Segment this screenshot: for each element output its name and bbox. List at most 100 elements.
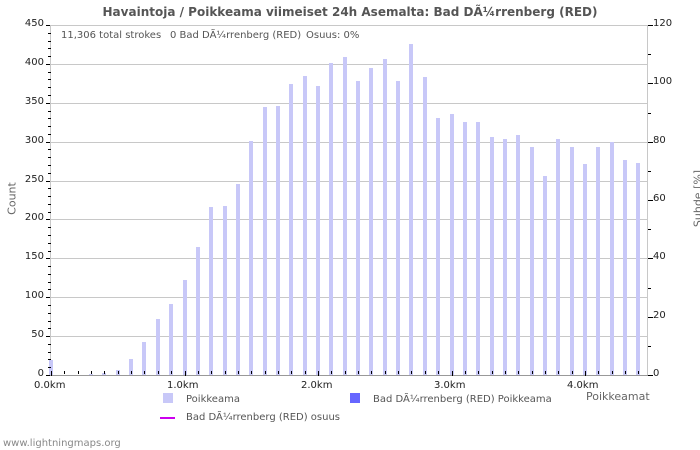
gridline (50, 25, 648, 26)
legend-label-poikkeama: Poikkeama (186, 394, 240, 405)
tick-mark (48, 274, 51, 275)
tick-mark (48, 289, 51, 290)
tick-mark (171, 371, 172, 374)
x-tick-label: 0.0km (34, 380, 65, 391)
tick-mark (345, 371, 346, 374)
tick-mark (251, 371, 252, 374)
tick-mark (385, 371, 386, 374)
bar (516, 135, 520, 375)
bar (409, 44, 413, 375)
tick-mark (48, 41, 51, 42)
tick-mark (48, 95, 51, 96)
bar (169, 304, 173, 375)
bar (329, 63, 333, 375)
tick-mark (46, 103, 50, 104)
y-tick-label: 150 (25, 251, 44, 262)
tick-mark (46, 64, 50, 65)
tick-mark (48, 251, 51, 252)
tick-mark (48, 321, 51, 322)
tick-mark (398, 371, 399, 374)
y-tick-label: 100 (25, 290, 44, 301)
tick-mark (48, 235, 51, 236)
bar (223, 206, 227, 375)
tick-mark (48, 243, 51, 244)
chart-title: Havaintoja / Poikkeama viimeiset 24h Ase… (0, 5, 700, 19)
bar (490, 137, 494, 375)
tick-mark (198, 371, 199, 374)
tick-mark (48, 111, 51, 112)
tick-mark (48, 196, 51, 197)
tick-mark (318, 371, 319, 376)
y-right-tick-label: 120 (653, 18, 672, 29)
bar (383, 59, 387, 375)
tick-mark (291, 371, 292, 374)
y-tick-label: 50 (31, 329, 44, 340)
tick-mark (48, 173, 51, 174)
bar (530, 147, 534, 375)
tick-mark (48, 126, 51, 127)
tick-mark (48, 157, 51, 158)
tick-mark (48, 56, 51, 57)
tick-mark (46, 375, 50, 376)
x-axis-line (50, 375, 648, 376)
tick-mark (331, 371, 332, 374)
y-tick-label: 250 (25, 174, 44, 185)
tick-mark (78, 371, 79, 374)
bar (263, 107, 267, 375)
gridline (50, 103, 648, 104)
y-right-tick-label: 60 (653, 193, 666, 204)
bar (156, 319, 160, 375)
tick-mark (648, 54, 651, 55)
tick-mark (238, 371, 239, 374)
tick-mark (425, 371, 426, 374)
tick-mark (46, 181, 50, 182)
tick-mark (625, 371, 626, 374)
tick-mark (545, 371, 546, 374)
tick-mark (48, 33, 51, 34)
tick-mark (48, 72, 51, 73)
y-tick-label: 300 (25, 135, 44, 146)
tick-mark (265, 371, 266, 374)
tick-mark (492, 371, 493, 374)
bar (369, 68, 373, 375)
bar (303, 76, 307, 375)
tick-mark (46, 258, 50, 259)
tick-mark (64, 371, 65, 374)
legend-line-station-osuus (160, 417, 175, 419)
tick-mark (48, 328, 51, 329)
tick-mark (648, 346, 651, 347)
tick-mark (48, 352, 51, 353)
tick-mark (648, 288, 651, 289)
tick-mark (118, 371, 119, 374)
bar (343, 57, 347, 375)
tick-mark (48, 313, 51, 314)
tick-mark (131, 371, 132, 374)
legend-label-station-poikkeama: Bad DÃ¼rrenberg (RED) Poikkeama (373, 394, 552, 405)
y-right-tick-label: 0 (653, 368, 659, 379)
bar (196, 247, 200, 375)
tick-mark (51, 371, 52, 376)
y-right-tick-label: 20 (653, 310, 666, 321)
tick-mark (91, 371, 92, 374)
y-axis-right-label: Suhde [%] (692, 169, 700, 229)
tick-mark (371, 371, 372, 374)
tick-mark (558, 371, 559, 374)
tick-mark (48, 79, 51, 80)
x-tick-label: 3.0km (434, 380, 465, 391)
bar (356, 81, 360, 375)
tick-mark (48, 212, 51, 213)
bar (276, 106, 280, 375)
bar (423, 77, 427, 375)
y-right-tick-label: 40 (653, 251, 666, 262)
tick-mark (648, 171, 651, 172)
tick-mark (648, 113, 651, 114)
bar (623, 160, 627, 375)
tick-mark (48, 305, 51, 306)
share-percent: Osuus: 0% (306, 30, 359, 41)
tick-mark (46, 336, 50, 337)
tick-mark (48, 359, 51, 360)
tick-mark (185, 371, 186, 376)
bar (463, 122, 467, 375)
tick-mark (438, 371, 439, 374)
tick-mark (48, 266, 51, 267)
